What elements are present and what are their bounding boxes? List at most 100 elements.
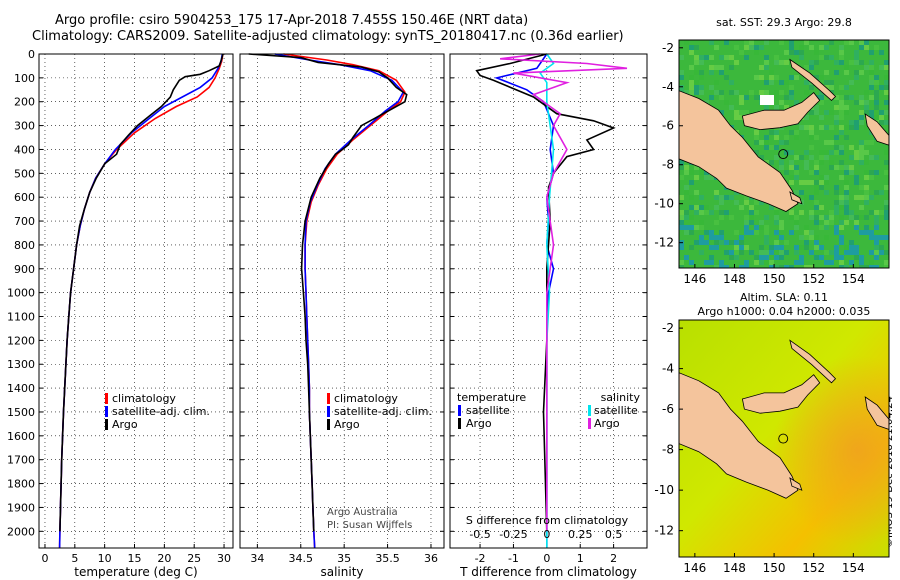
sst-cell [814, 50, 819, 55]
sst-cell [874, 240, 879, 245]
profile-panel-2: -2 -1 0 1 2T difference from climatology [449, 53, 648, 579]
figure-title-line2: Climatology: CARS2009. Satellite-adjuste… [32, 29, 624, 44]
sst-cell [869, 85, 874, 90]
sst-cell [869, 115, 874, 120]
sst-cell [734, 240, 739, 245]
sst-cell [749, 250, 754, 255]
sst-cell [824, 70, 829, 75]
map-lat-label: -2 [662, 321, 674, 335]
sst-cell [844, 250, 849, 255]
sst-cell [764, 90, 769, 95]
sst-cell [874, 75, 879, 80]
sst-cell [839, 125, 844, 130]
sst-cell [709, 255, 714, 260]
sst-cell [884, 185, 889, 190]
sst-cell [874, 255, 879, 260]
sst-cell [739, 250, 744, 255]
sst-cell [694, 205, 699, 210]
sst-cell [819, 185, 824, 190]
sst-cell [734, 60, 739, 65]
sst-cell [884, 120, 889, 125]
sst-cell [744, 230, 749, 235]
sst-cell [849, 215, 854, 220]
sst-cell [764, 65, 769, 70]
map-lat-label: -4 [662, 80, 674, 94]
sst-cell [859, 95, 864, 100]
sst-cell [884, 260, 889, 265]
sst-cell [869, 170, 874, 175]
sst-cell [684, 170, 689, 175]
sst-cell [874, 190, 879, 195]
sst-cell [699, 195, 704, 200]
sst-cell [709, 85, 714, 90]
sst-cell [699, 205, 704, 210]
x-tick-label: 35.5 [375, 552, 400, 565]
panel-background [39, 54, 233, 548]
depth-tick-label: 600 [14, 191, 35, 204]
sst-cell [804, 245, 809, 250]
sst-cell [679, 75, 684, 80]
sst-cell [874, 95, 879, 100]
sst-cell [854, 180, 859, 185]
sst-cell [774, 265, 779, 268]
sst-cell [869, 210, 874, 215]
sst-cell [814, 240, 819, 245]
sst-cell [794, 175, 799, 180]
sst-cell [724, 75, 729, 80]
sst-cell [744, 215, 749, 220]
legend-label: climatology [334, 392, 398, 405]
sst-cell [734, 115, 739, 120]
sst-cell [709, 65, 714, 70]
sst-cell [784, 265, 789, 268]
sst-cell [879, 115, 884, 120]
sst-cell [689, 90, 694, 95]
sst-cell [709, 235, 714, 240]
sst-cell [809, 195, 814, 200]
sst-cell [839, 150, 844, 155]
sst-cell [779, 235, 784, 240]
sst-cell [834, 135, 839, 140]
sst-cell [719, 260, 724, 265]
sst-cell [819, 160, 824, 165]
sst-cell [679, 195, 684, 200]
sst-cell [774, 135, 779, 140]
sst-cell [799, 210, 804, 215]
sst-cell [729, 90, 734, 95]
sst-cell [859, 215, 864, 220]
sst-cell [884, 170, 889, 175]
sst-cell [704, 55, 709, 60]
legend-title-salinity: salinity [601, 391, 641, 404]
sst-cell [854, 55, 859, 60]
sst-cell [684, 230, 689, 235]
sst-cell [714, 195, 719, 200]
sst-cell [859, 60, 864, 65]
sst-cell [809, 210, 814, 215]
sst-cell [729, 105, 734, 110]
sst-cell [844, 245, 849, 250]
sst-cell [809, 235, 814, 240]
sst-map-frame [678, 39, 890, 269]
sst-cell [759, 140, 764, 145]
legend-swatch [327, 406, 330, 417]
sst-cell [879, 120, 884, 125]
sst-cell [784, 95, 789, 100]
sst-cell [809, 170, 814, 175]
sst-cell [689, 170, 694, 175]
sst-cell [849, 125, 854, 130]
sst-cell [709, 260, 714, 265]
sst-cell [749, 40, 754, 45]
sst-cell [719, 200, 724, 205]
sst-cell [764, 60, 769, 65]
sst-cell [774, 60, 779, 65]
s-difference-tick: -0.5 [469, 528, 490, 541]
sst-cell [714, 240, 719, 245]
sst-cell [844, 190, 849, 195]
sst-cell [884, 160, 889, 165]
sst-cell [854, 75, 859, 80]
sst-cell [729, 195, 734, 200]
sst-cell [789, 75, 794, 80]
sst-cell [834, 115, 839, 120]
sst-cell [779, 40, 784, 45]
sst-cell [784, 140, 789, 145]
